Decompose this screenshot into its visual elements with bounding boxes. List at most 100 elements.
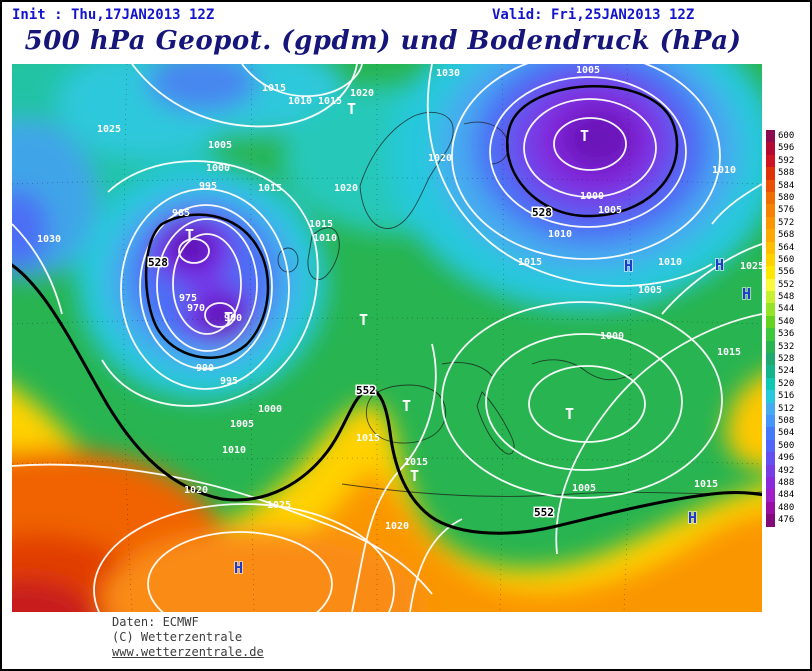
isobar-label: 1015: [258, 183, 282, 194]
colorbar-value: 592: [778, 155, 795, 166]
colorbar-value: 504: [778, 428, 795, 439]
map-area: 1030 1025 1015 1010 1015 1020 1030 1005 1005 1000…: [2, 2, 792, 669]
isobar-label: 1000: [258, 404, 282, 415]
colorbar-swatch: [766, 501, 775, 515]
colorbar-value: 492: [778, 465, 795, 476]
isobar-label: 1015: [404, 457, 428, 468]
colorbar-swatch: [766, 241, 775, 254]
high-pressure-marker: H: [624, 257, 633, 275]
isobar-label: 975: [179, 293, 197, 304]
colorbar-swatch: [766, 167, 775, 180]
colorbar-value: 480: [778, 502, 795, 513]
colorbar-swatch: [766, 464, 775, 477]
isobar-label: 960: [224, 313, 242, 324]
colorbar-value: 532: [778, 341, 795, 352]
colorbar-row: 588: [766, 167, 810, 180]
colorbar-swatch: [766, 353, 775, 366]
colorbar-row: 568: [766, 229, 810, 242]
colorbar-row: 564: [766, 241, 810, 254]
high-pressure-marker: H: [688, 509, 697, 527]
isobar-label: 1030: [37, 234, 61, 245]
colorbar-value: 520: [778, 378, 795, 389]
colorbar-swatch: [766, 390, 775, 403]
colorbar-swatch: [766, 266, 775, 279]
colorbar-swatch: [766, 489, 775, 502]
colorbar-value: 484: [778, 490, 795, 501]
isobar-label: 1000: [580, 191, 604, 202]
isobar-label: 1015: [717, 347, 741, 358]
isobar-label: 1005: [230, 419, 254, 430]
colorbar-row: 592: [766, 154, 810, 168]
footer-website-link[interactable]: www.wetterzentrale.de: [112, 645, 264, 659]
isobar-label: 1020: [385, 521, 409, 532]
high-pressure-marker: H: [742, 285, 751, 303]
colorbar-swatch: [766, 204, 775, 217]
colorbar-swatch: [766, 154, 775, 168]
height-contour-label: 528: [532, 206, 552, 219]
colorbar-row: 584: [766, 179, 810, 192]
chart-title: 500 hPa Geopot. (gpdm) und Bodendruck (h…: [24, 26, 742, 56]
low-pressure-marker: T: [402, 397, 411, 415]
colorbar-swatch: [766, 303, 775, 316]
isobar-label: 1010: [712, 165, 736, 176]
colorbar-value: 552: [778, 279, 795, 290]
colorbar-value: 600: [778, 131, 795, 141]
footer-copyright: (C) Wetterzentrale: [112, 630, 243, 644]
low-pressure-marker: T: [410, 467, 419, 485]
colorbar-value: 564: [778, 242, 795, 253]
isobar-label: 1005: [598, 205, 622, 216]
low-pressure-marker: T: [580, 127, 589, 145]
colorbar-value: 576: [778, 205, 795, 216]
colorbar-swatch: [766, 514, 775, 527]
colorbar-row: 560: [766, 253, 810, 267]
isobar-label: 1030: [436, 68, 460, 79]
low-pressure-marker: T: [347, 100, 356, 118]
isobar-label: 1015: [518, 257, 542, 268]
isobar-label: 1005: [576, 65, 600, 76]
colorbar-swatch: [766, 452, 775, 465]
isobar-label: 1015: [262, 83, 286, 94]
isobar-label: 1010: [658, 257, 682, 268]
high-pressure-marker: H: [234, 559, 243, 577]
colorbar-value: 476: [778, 515, 795, 526]
colorbar-row: 540: [766, 315, 810, 329]
colorbar-row: 484: [766, 489, 810, 502]
colorbar-row: 492: [766, 464, 810, 477]
graticule: [11, 63, 763, 613]
isobar-label: 995: [220, 376, 238, 387]
colorbar-row: 600: [766, 130, 810, 143]
colorbar-value: 536: [778, 329, 795, 340]
isobar-label: 1000: [206, 163, 230, 174]
isobar-label: 1015: [309, 219, 333, 230]
colorbar-row: 476: [766, 514, 810, 527]
colorbar-row: 536: [766, 328, 810, 341]
colorbar-swatch: [766, 142, 775, 155]
colorbar-value: 508: [778, 415, 795, 426]
colorbar-swatch: [766, 216, 775, 230]
isobar-label: 1025: [267, 500, 291, 511]
colorbar-row: 544: [766, 303, 810, 316]
height-contour-label: 552: [534, 506, 554, 519]
colorbar-swatch: [766, 476, 775, 490]
isobar-label: 1020: [184, 485, 208, 496]
colorbar-row: 572: [766, 216, 810, 230]
height-contour-label-layer: 552 552 528 528: [147, 205, 556, 521]
height-contour-label: 528: [148, 256, 168, 269]
isobar-label: 985: [172, 208, 190, 219]
footer: Daten: ECMWF (C) Wetterzentrale www.wett…: [112, 615, 264, 660]
colorbar-row: 504: [766, 427, 810, 440]
colorbar-swatch: [766, 191, 775, 205]
init-time-label: Init : Thu,17JAN2013 12Z: [12, 7, 215, 23]
isobar-label: 1020: [350, 88, 374, 99]
isobar-label: 1015: [694, 479, 718, 490]
colorbar-value: 496: [778, 453, 795, 464]
colorbar-value: 512: [778, 403, 795, 414]
colorbar-value: 584: [778, 180, 795, 191]
low-pressure-marker: T: [224, 309, 233, 327]
colorbar-row: 480: [766, 501, 810, 515]
colorbar-value: 596: [778, 143, 795, 154]
colorbar-value: 548: [778, 292, 795, 303]
colorbar-swatch: [766, 253, 775, 267]
colorbar-row: 488: [766, 476, 810, 490]
height-contour-lines: [2, 85, 771, 535]
